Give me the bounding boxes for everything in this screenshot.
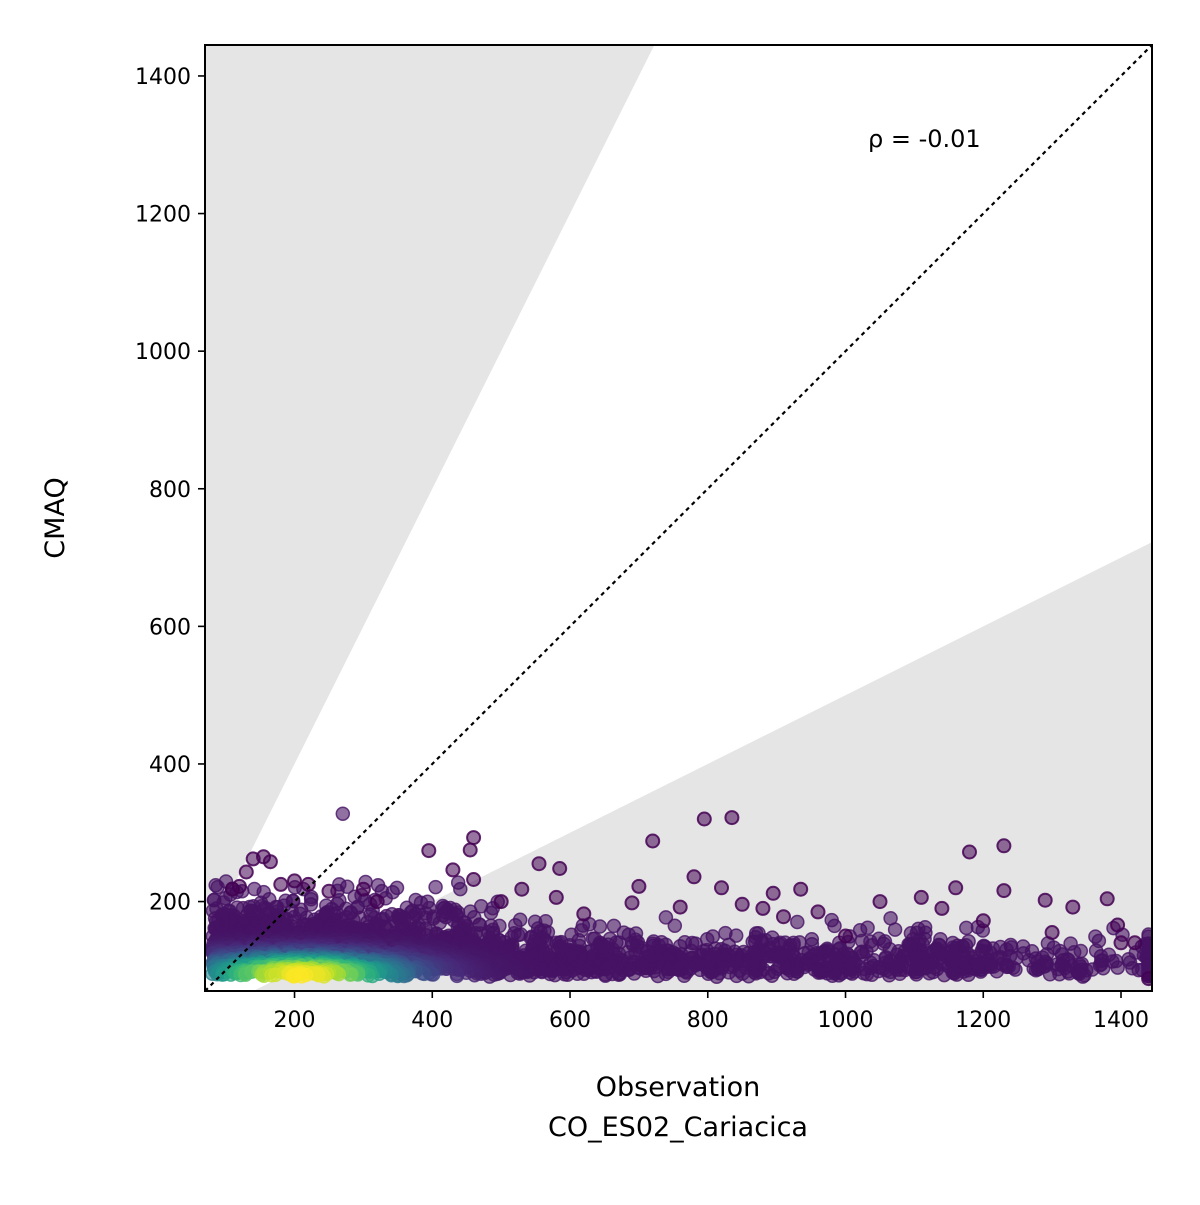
scatter-point <box>1037 892 1053 908</box>
x-tick-label: 600 <box>549 1008 591 1033</box>
y-tick-label: 1200 <box>135 203 191 228</box>
scatter-point <box>1110 917 1126 933</box>
scatter-point <box>1065 899 1081 915</box>
scatter-point <box>273 876 289 892</box>
scatter-point <box>321 883 337 899</box>
scatter-point <box>466 872 482 887</box>
x-tick-label: 1200 <box>955 1008 1011 1033</box>
scatter-point <box>887 922 903 937</box>
scatter-point <box>686 869 702 885</box>
y-axis: 200 400 600 800 1000 1200 1400 <box>135 65 205 916</box>
y-tick-label: 400 <box>149 753 191 778</box>
scatter-point <box>445 862 461 878</box>
scatter-point <box>294 969 309 984</box>
scatter-point <box>724 810 740 826</box>
scatter-point <box>810 904 826 920</box>
scatter-point <box>300 876 316 892</box>
scatter-point <box>1099 891 1115 907</box>
scatter-point <box>210 879 225 895</box>
plot-frame <box>204 44 1153 992</box>
scatter-point <box>667 918 683 933</box>
scatter-point <box>421 843 437 859</box>
upper-shaded-band <box>205 45 655 943</box>
scatter-point <box>1021 953 1036 968</box>
scatter-point <box>996 883 1012 899</box>
scatter-point <box>714 880 729 896</box>
scatter-point <box>1127 935 1143 951</box>
x-tick-label: 200 <box>274 1008 316 1033</box>
scatter-point <box>790 914 805 930</box>
scatter-point <box>624 895 640 911</box>
scatter-point <box>755 900 771 916</box>
scatter-point <box>483 905 499 921</box>
scatter-point <box>462 842 478 858</box>
scatter-point <box>872 894 888 910</box>
y-tick-label: 1400 <box>135 65 191 90</box>
scatter-point <box>238 864 254 880</box>
scatter-point <box>369 894 385 910</box>
scatter-point <box>672 899 688 915</box>
x-tick-label: 400 <box>411 1008 453 1033</box>
x-tick-label: 800 <box>687 1008 729 1033</box>
scatter-point <box>493 894 509 910</box>
one-to-one-line <box>205 45 1152 991</box>
scatter-point <box>962 844 977 860</box>
y-tick-label: 600 <box>149 615 191 640</box>
scatter-point <box>552 861 568 876</box>
correlation-annotation: ρ = -0.01 <box>868 125 981 153</box>
scatter-point <box>631 878 647 894</box>
scatter-point <box>576 906 592 922</box>
scatter-point <box>231 878 247 894</box>
scatter-point <box>287 873 302 889</box>
y-tick-label: 800 <box>149 478 191 503</box>
x-axis-subtitle: CO_ES02_Cariacica <box>548 1112 808 1143</box>
scatter-point <box>975 913 991 929</box>
scatter-point <box>959 920 974 936</box>
scatter-point <box>262 854 278 870</box>
scatter-point <box>696 811 712 827</box>
scatter-point <box>355 881 371 897</box>
scatter-point <box>1141 971 1152 987</box>
scatter-point <box>428 879 443 895</box>
scatter-point <box>592 919 608 934</box>
scatter-point <box>765 885 781 901</box>
scatter-point <box>335 806 351 821</box>
y-tick-label: 200 <box>149 891 191 916</box>
scatter-point <box>645 833 661 849</box>
scatter-point <box>1113 935 1129 951</box>
scatter-point <box>838 928 853 944</box>
scatter-point <box>734 896 750 912</box>
y-axis-title: CMAQ <box>40 477 71 558</box>
scatter-point <box>466 830 482 846</box>
scatter-point <box>514 881 530 897</box>
scatter-point <box>1044 925 1060 940</box>
scatter-point <box>449 968 465 984</box>
x-axis: 200 400 600 800 1000 1200 1400 <box>274 991 1149 1033</box>
scatter-point <box>606 918 622 934</box>
scatter-point <box>776 909 791 925</box>
x-tick-label: 1000 <box>818 1008 874 1033</box>
data-points <box>205 806 1152 987</box>
scatter-point <box>934 900 950 916</box>
scatter-point <box>996 838 1012 854</box>
scatter-point <box>1125 961 1140 976</box>
plot-area <box>205 45 1152 991</box>
scatter-point <box>793 881 809 897</box>
scatter-point <box>827 918 842 934</box>
scatter-point <box>913 889 929 905</box>
scatter-point <box>548 889 564 905</box>
y-tick-label: 1000 <box>135 340 191 365</box>
scatter-point <box>531 856 547 872</box>
x-tick-label: 1400 <box>1093 1008 1149 1033</box>
scatter-point <box>658 910 674 925</box>
scatter-point <box>453 881 468 897</box>
x-axis-title: Observation <box>596 1072 760 1103</box>
scatter-point <box>718 925 733 941</box>
scatter-point <box>948 880 964 896</box>
